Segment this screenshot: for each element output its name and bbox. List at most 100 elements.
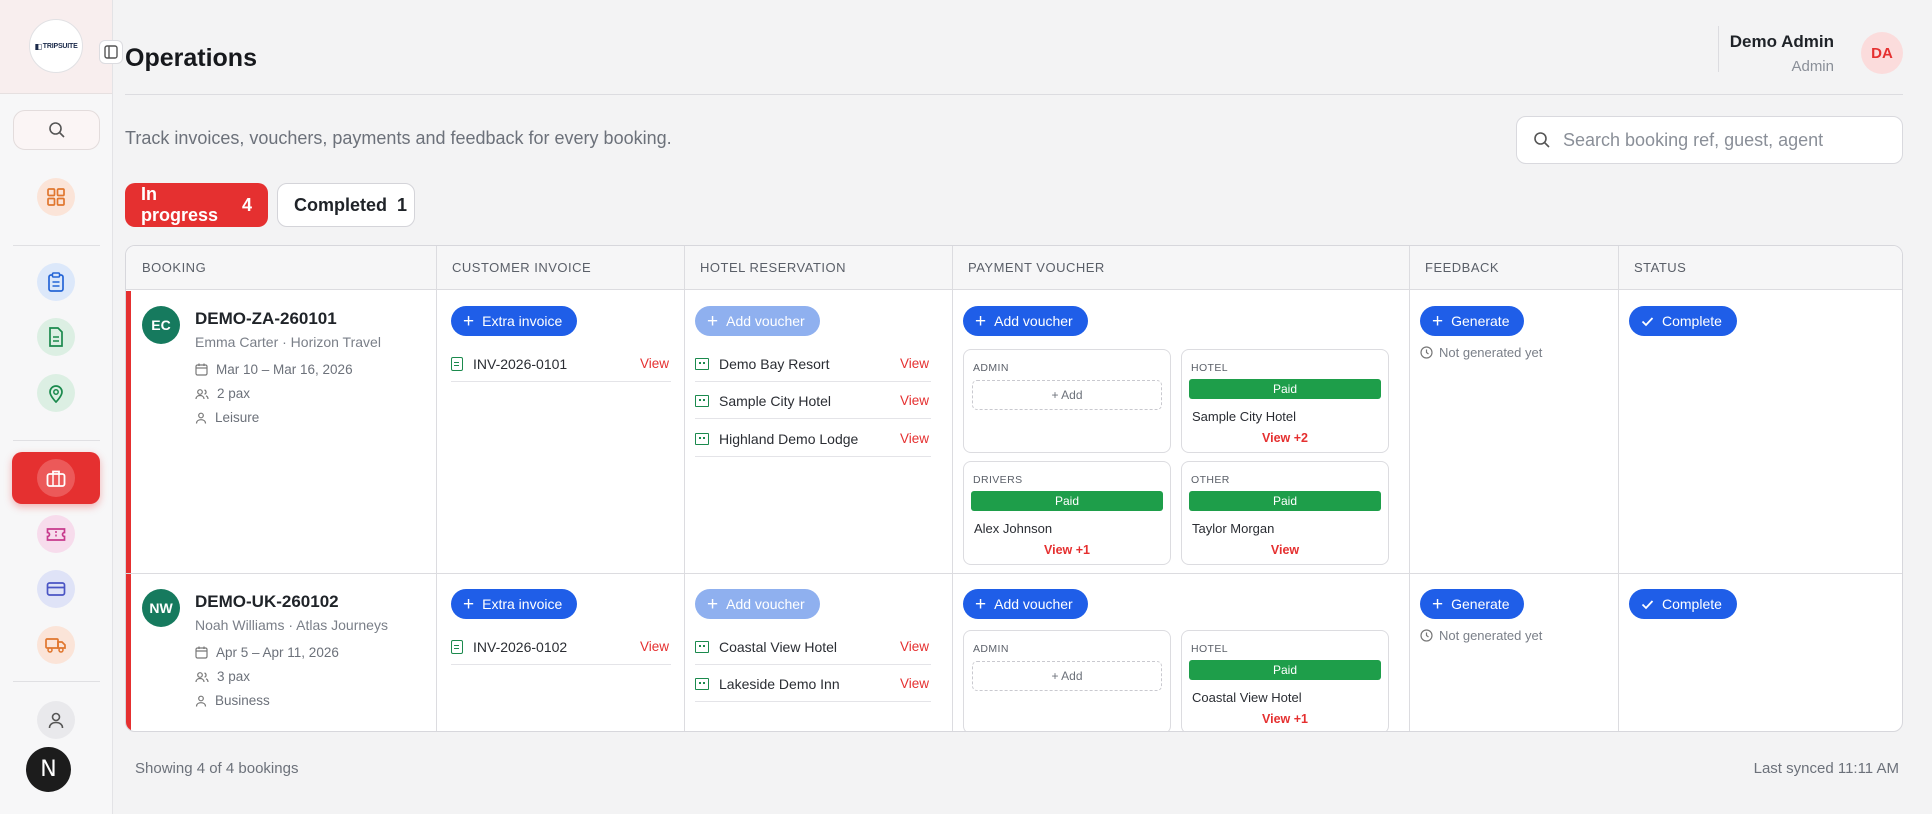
column-divider: [1618, 246, 1619, 731]
column-divider: [436, 246, 437, 731]
table-header: BOOKING CUSTOMER INVOICE HOTEL RESERVATI…: [126, 246, 1902, 290]
plus-icon: +: [975, 593, 987, 615]
sidebar-collapse-button[interactable]: [99, 40, 123, 64]
generate-feedback-button[interactable]: + Generate: [1420, 306, 1525, 336]
voucher-card-admin: ADMIN + Add: [963, 349, 1171, 453]
generate-feedback-button[interactable]: + Generate: [1420, 589, 1525, 619]
voucher-card-drivers: DRIVERS Paid Alex Johnson View +1: [963, 461, 1171, 565]
voucher-title: DRIVERS: [973, 474, 1023, 486]
column-divider: [1409, 246, 1410, 731]
tab-in-progress[interactable]: In progress 4: [125, 183, 268, 227]
page-subtitle: Track invoices, vouchers, payments and f…: [125, 128, 672, 148]
sidebar-item-transport[interactable]: [37, 626, 75, 664]
voucher-view-link[interactable]: View: [1270, 543, 1300, 557]
booking-pax-text: 3 pax: [217, 669, 251, 684]
hotel-icon: [695, 394, 709, 407]
booking-pax-text: 2 pax: [217, 386, 251, 401]
sidebar-header: ◧ TRIPSUITE: [0, 0, 112, 94]
sidebar-item-tickets[interactable]: [37, 515, 75, 553]
search-icon: [48, 122, 65, 138]
header-separator: [125, 94, 1903, 95]
sidebar-item-locations[interactable]: [37, 374, 75, 412]
feedback-status: Not generated yet: [1420, 345, 1542, 360]
view-link[interactable]: View: [639, 356, 669, 371]
user-avatar[interactable]: DA: [1861, 32, 1903, 74]
sidebar-item-operations[interactable]: [12, 452, 100, 504]
hotel-name: Highland Demo Lodge: [719, 430, 859, 447]
tab-label: Completed: [294, 194, 388, 215]
guest-avatar: EC: [142, 306, 180, 344]
button-label: Generate: [1451, 596, 1510, 612]
voucher-view-link[interactable]: View +2: [1262, 431, 1308, 445]
voucher-view-link[interactable]: View +1: [1262, 712, 1308, 726]
voucher-title: OTHER: [1191, 474, 1230, 486]
voucher-card-hotel: HOTEL Paid Coastal View Hotel View +1: [1181, 630, 1389, 731]
button-label: Generate: [1451, 313, 1510, 329]
tab-completed[interactable]: Completed 1: [277, 183, 415, 227]
voucher-card-hotel: HOTEL Paid Sample City Hotel View +2: [1181, 349, 1389, 453]
extra-invoice-button[interactable]: + Extra invoice: [451, 589, 578, 619]
view-link[interactable]: View: [899, 431, 929, 446]
voucher-view-link[interactable]: View +1: [1044, 543, 1090, 557]
column-divider: [684, 246, 685, 731]
booking-pax: 2 pax: [195, 386, 250, 401]
hotel-icon: [695, 640, 709, 653]
table-row: NW DEMO-UK-260102 Noah Williams · Atlas …: [126, 574, 1902, 731]
document-icon: [49, 327, 63, 347]
paid-badge: Paid: [1189, 379, 1381, 399]
view-link[interactable]: View: [899, 393, 929, 408]
plus-icon: +: [707, 310, 719, 332]
table-row: EC DEMO-ZA-260101 Emma Carter · Horizon …: [126, 291, 1902, 573]
calendar-icon: [195, 646, 208, 659]
app-logo[interactable]: ◧ TRIPSUITE: [29, 19, 83, 73]
search-input[interactable]: [1563, 129, 1883, 151]
users-icon: [195, 388, 209, 399]
framework-badge[interactable]: N: [26, 747, 71, 792]
paid-badge: Paid: [1189, 660, 1381, 680]
complete-button[interactable]: Complete: [1629, 589, 1737, 619]
add-hotel-voucher-button[interactable]: + Add voucher: [695, 589, 820, 619]
feedback-status: Not generated yet: [1420, 628, 1542, 643]
sidebar-search-button[interactable]: [13, 110, 100, 150]
page-title: Operations: [125, 44, 257, 72]
add-voucher-slot[interactable]: + Add: [972, 661, 1162, 691]
search-box: [1516, 116, 1903, 164]
add-hotel-voucher-button[interactable]: + Add voucher: [695, 306, 820, 336]
sidebar-item-dashboard[interactable]: [37, 178, 75, 216]
view-link[interactable]: View: [639, 639, 669, 654]
tab-label: In progress: [141, 184, 219, 225]
hotel-name: Demo Bay Resort: [719, 355, 830, 372]
button-label: Add voucher: [726, 596, 805, 612]
check-icon: [1641, 599, 1654, 609]
button-label: Complete: [1662, 596, 1722, 612]
check-icon: [1641, 316, 1654, 326]
booking-ref[interactable]: DEMO-ZA-260101: [195, 309, 337, 328]
sidebar-item-documents[interactable]: [37, 318, 75, 356]
add-voucher-slot[interactable]: + Add: [972, 380, 1162, 410]
view-link[interactable]: View: [899, 639, 929, 654]
hotel-item: Highland Demo Lodge View: [695, 421, 931, 457]
bookings-table: BOOKING CUSTOMER INVOICE HOTEL RESERVATI…: [125, 245, 1903, 732]
invoice-icon: [451, 356, 463, 371]
complete-button[interactable]: Complete: [1629, 306, 1737, 336]
invoice-item: INV-2026-0102 View: [451, 629, 671, 665]
sidebar-item-operations-icon-wrap: [37, 459, 75, 497]
extra-invoice-button[interactable]: + Extra invoice: [451, 306, 578, 336]
results-count: Showing 4 of 4 bookings: [135, 760, 299, 777]
users-icon: [195, 671, 209, 682]
sidebar-item-tasks[interactable]: [37, 263, 75, 301]
column-header-hotel-reservation: HOTEL RESERVATION: [700, 260, 846, 275]
person-icon: [195, 412, 207, 424]
sidebar-item-profile[interactable]: [37, 701, 75, 739]
add-payment-voucher-button[interactable]: + Add voucher: [963, 589, 1088, 619]
view-link[interactable]: View: [899, 356, 929, 371]
sidebar-item-payments[interactable]: [37, 570, 75, 608]
view-link[interactable]: View: [899, 676, 929, 691]
user-icon: [48, 712, 64, 729]
booking-ref[interactable]: DEMO-UK-260102: [195, 592, 339, 611]
booking-type: Leisure: [195, 410, 259, 425]
logo-text: TRIPSUITE: [42, 42, 78, 50]
plus-icon: +: [1432, 310, 1444, 332]
add-payment-voucher-button[interactable]: + Add voucher: [963, 306, 1088, 336]
voucher-title: ADMIN: [973, 643, 1009, 655]
